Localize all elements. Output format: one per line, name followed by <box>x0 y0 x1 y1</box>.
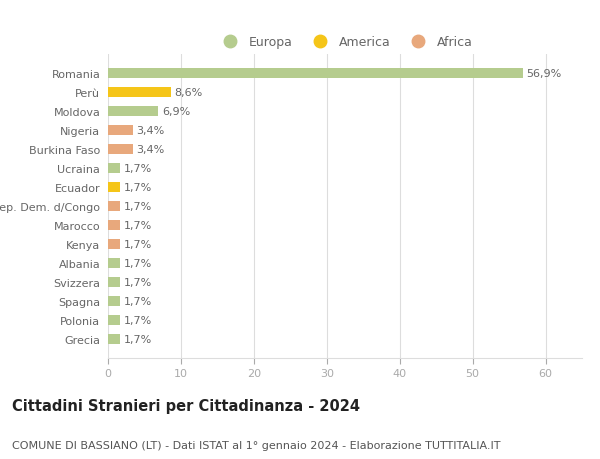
Bar <box>108 88 171 98</box>
Bar <box>108 258 121 269</box>
Text: 1,7%: 1,7% <box>124 164 152 174</box>
Text: 1,7%: 1,7% <box>124 258 152 269</box>
Bar <box>108 163 121 174</box>
Text: 1,7%: 1,7% <box>124 334 152 344</box>
Bar <box>108 239 121 250</box>
Text: 1,7%: 1,7% <box>124 277 152 287</box>
Text: 6,9%: 6,9% <box>162 107 190 117</box>
Legend: Europa, America, Africa: Europa, America, Africa <box>212 31 478 54</box>
Text: 1,7%: 1,7% <box>124 183 152 193</box>
Bar <box>108 182 121 193</box>
Text: 1,7%: 1,7% <box>124 240 152 249</box>
Text: 1,7%: 1,7% <box>124 315 152 325</box>
Text: 56,9%: 56,9% <box>527 69 562 79</box>
Bar <box>108 315 121 325</box>
Bar <box>108 106 158 117</box>
Bar <box>108 145 133 155</box>
Bar <box>108 296 121 307</box>
Bar <box>108 69 523 79</box>
Bar <box>108 126 133 136</box>
Text: 8,6%: 8,6% <box>175 88 203 98</box>
Text: 1,7%: 1,7% <box>124 202 152 212</box>
Text: 3,4%: 3,4% <box>136 126 164 136</box>
Text: 1,7%: 1,7% <box>124 220 152 230</box>
Text: Cittadini Stranieri per Cittadinanza - 2024: Cittadini Stranieri per Cittadinanza - 2… <box>12 398 360 413</box>
Text: 3,4%: 3,4% <box>136 145 164 155</box>
Text: 1,7%: 1,7% <box>124 296 152 306</box>
Bar <box>108 334 121 344</box>
Bar <box>108 277 121 287</box>
Text: COMUNE DI BASSIANO (LT) - Dati ISTAT al 1° gennaio 2024 - Elaborazione TUTTITALI: COMUNE DI BASSIANO (LT) - Dati ISTAT al … <box>12 440 500 450</box>
Bar <box>108 202 121 212</box>
Bar <box>108 220 121 231</box>
